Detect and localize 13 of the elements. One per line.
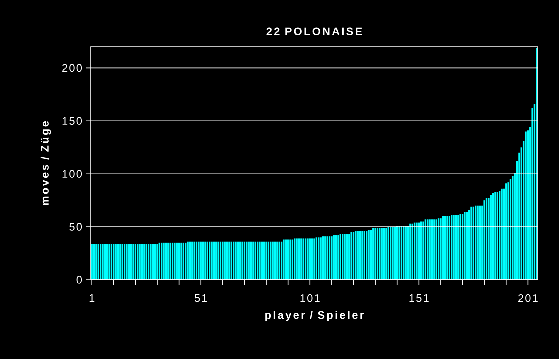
y-tick-label: 100 xyxy=(62,170,82,178)
y-tick-label: 200 xyxy=(62,64,82,72)
y-tick-label: 150 xyxy=(62,117,82,126)
y-tick-label: 0 xyxy=(76,276,82,284)
x-tick-label: 151 xyxy=(410,294,429,302)
y-tick-label: 50 xyxy=(70,223,82,231)
x-axis-title: player / Spieler xyxy=(266,311,364,322)
x-tick-label: 201 xyxy=(518,294,538,302)
chart-title: 22 POLONAISE xyxy=(266,28,362,36)
x-tick-label: 51 xyxy=(194,294,208,302)
y-axis-title: moves / Züge xyxy=(40,121,52,206)
x-tick-label: 101 xyxy=(300,294,320,302)
x-tick-label: 1 xyxy=(90,294,95,302)
